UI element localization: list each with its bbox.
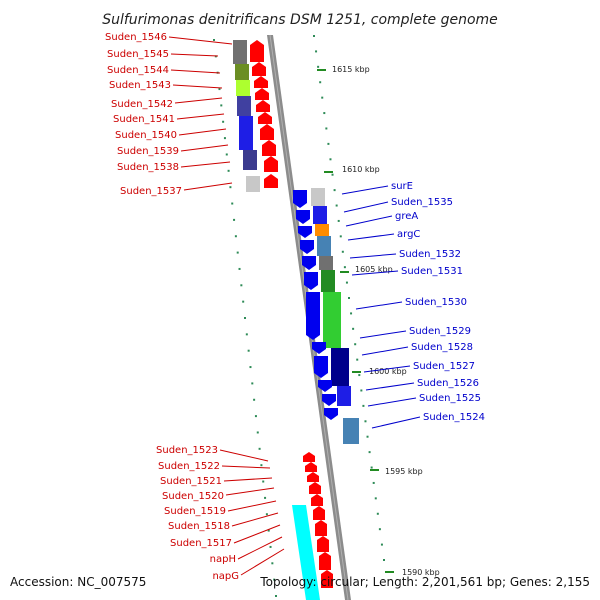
- gene-label[interactable]: surE: [391, 181, 413, 192]
- gene-label[interactable]: Suden_1518: [168, 521, 230, 532]
- gene-label[interactable]: Suden_1538: [117, 162, 179, 173]
- kbp-label: 1605 kbp: [355, 265, 393, 274]
- gene-label[interactable]: Suden_1525: [419, 393, 481, 404]
- gene-label[interactable]: Suden_1524: [423, 412, 485, 423]
- left-gene-labels: Suden_1546 Suden_1545 Suden_1544 Suden_1…: [105, 32, 285, 582]
- gene-label[interactable]: Suden_1521: [160, 476, 222, 487]
- gene-label[interactable]: Suden_1532: [399, 249, 461, 260]
- gene-label[interactable]: Suden_1545: [107, 49, 169, 60]
- gene-label[interactable]: Suden_1543: [109, 80, 171, 91]
- gene-label[interactable]: Suden_1544: [107, 65, 169, 76]
- reverse-genes-middle: [293, 190, 338, 420]
- tick-dots: [213, 35, 385, 597]
- gene-label[interactable]: Suden_1546: [105, 32, 167, 43]
- gene-label[interactable]: greA: [395, 211, 418, 222]
- gene-label[interactable]: Suden_1527: [413, 361, 475, 372]
- gene-label[interactable]: Suden_1539: [117, 146, 179, 157]
- gene-label[interactable]: Suden_1519: [164, 506, 226, 517]
- gene-label[interactable]: Suden_1542: [111, 99, 173, 110]
- gene-label[interactable]: Suden_1526: [417, 378, 479, 389]
- feature-blocks-bottom: [292, 505, 320, 600]
- accession-label: Accession: NC_007575: [10, 575, 147, 589]
- gene-label[interactable]: Suden_1535: [391, 197, 453, 208]
- kbp-label: 1615 kbp: [332, 65, 370, 74]
- forward-genes-bottom: [303, 452, 333, 588]
- forward-genes-top: [250, 40, 278, 188]
- gene-label[interactable]: Suden_1541: [113, 114, 175, 125]
- feature-blocks-middle: [311, 188, 359, 444]
- gene-label[interactable]: argC: [397, 229, 420, 240]
- right-gene-labels: surE Suden_1535 greA argC Suden_1532 Sud…: [341, 181, 485, 429]
- kbp-label: 1590 kbp: [402, 568, 440, 577]
- gene-label[interactable]: Suden_1517: [170, 538, 232, 549]
- kbp-label: 1610 kbp: [342, 165, 380, 174]
- gene-label[interactable]: Suden_1528: [411, 342, 473, 353]
- gene-label[interactable]: Suden_1522: [158, 461, 220, 472]
- gene-label[interactable]: Suden_1523: [156, 445, 218, 456]
- map-title: Sulfurimonas denitrificans DSM 1251, com…: [102, 12, 498, 28]
- gene-label[interactable]: Suden_1537: [120, 186, 182, 197]
- gene-label[interactable]: napG: [212, 571, 239, 582]
- kbp-label: 1600 kbp: [369, 367, 407, 376]
- gene-label[interactable]: Suden_1520: [162, 491, 224, 502]
- gene-label[interactable]: napH: [210, 554, 236, 565]
- topology-label: Topology: circular; Length: 2,201,561 bp…: [260, 575, 590, 589]
- gene-label[interactable]: Suden_1529: [409, 326, 471, 337]
- kbp-label: 1595 kbp: [385, 467, 423, 476]
- gene-label[interactable]: Suden_1531: [401, 266, 463, 277]
- feature-blocks-top: [233, 40, 260, 192]
- gene-label[interactable]: Suden_1540: [115, 130, 177, 141]
- gene-label[interactable]: Suden_1530: [405, 297, 467, 308]
- kbp-scale: 1615 kbp 1610 kbp 1605 kbp 1600 kbp 1595…: [317, 65, 440, 577]
